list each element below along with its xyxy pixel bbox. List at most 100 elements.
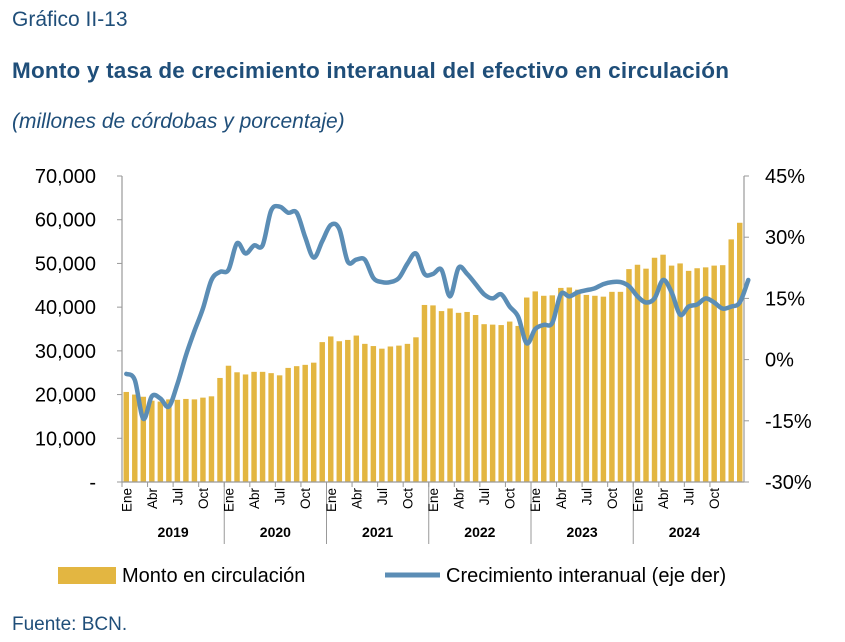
year-label: 2021 <box>362 524 393 540</box>
month-tick-label: Oct <box>503 488 518 509</box>
bar-51 <box>558 287 564 482</box>
bar-30 <box>379 348 385 482</box>
bar-16 <box>259 371 266 482</box>
bar-13 <box>234 372 240 482</box>
bar-25 <box>336 341 342 482</box>
labels-layer: 70,000 60,000 50,000 40,000 30,000 20,000 10,0… <box>35 166 812 540</box>
bar-29 <box>370 346 377 482</box>
month-tick-label: Jul <box>682 488 697 505</box>
bar-56 <box>600 296 607 482</box>
left-tick-label: 70,000 <box>35 166 96 188</box>
left-tick-label: - <box>89 472 96 494</box>
month-tick-label: Oct <box>298 488 313 509</box>
right-tick-label: 30% <box>765 227 805 249</box>
month-tick-label: Jul <box>477 488 492 505</box>
month-tick-label: Abr <box>656 488 671 510</box>
bar-54 <box>583 294 590 482</box>
bar-48 <box>532 291 538 482</box>
month-tick-label: Ene <box>630 488 645 512</box>
year-label: 2023 <box>567 524 598 540</box>
month-tick-label: Oct <box>707 488 722 509</box>
bar-66 <box>685 270 692 482</box>
bar-21 <box>302 364 308 482</box>
month-tick-label: Ene <box>119 488 134 512</box>
bar-37 <box>438 311 445 482</box>
bar-20 <box>293 366 300 482</box>
month-tick-label: Abr <box>349 488 364 510</box>
bar-22 <box>310 362 317 482</box>
bar-72 <box>737 222 743 482</box>
month-tick-label: Oct <box>196 488 211 509</box>
bar-7 <box>183 398 189 482</box>
bar-40 <box>464 311 470 482</box>
bar-38 <box>447 308 453 482</box>
legend-swatch-bars <box>58 567 116 584</box>
bar-4 <box>157 401 164 482</box>
bar-55 <box>592 295 598 482</box>
bar-27 <box>353 335 360 482</box>
bar-15 <box>251 371 257 482</box>
bar-50 <box>549 295 556 482</box>
bar-14 <box>242 374 249 482</box>
figure-label: Gráfico II-13 <box>12 8 128 31</box>
bar-19 <box>285 367 291 482</box>
month-tick-label: Abr <box>452 488 467 510</box>
month-tick-label: Abr <box>554 488 569 510</box>
year-label: 2020 <box>260 524 291 540</box>
chart-title: Monto y tasa de crecimiento interanual d… <box>12 58 730 83</box>
legend: Monto en circulación Crecimiento interan… <box>58 565 726 587</box>
bar-67 <box>694 268 700 482</box>
bar-17 <box>268 373 274 482</box>
bar-24 <box>328 336 334 482</box>
bar-41 <box>472 315 479 482</box>
right-tick-label: 0% <box>765 350 794 372</box>
bar-63 <box>660 254 666 482</box>
source-note: Fuente: BCN. <box>12 614 128 635</box>
chart-subtitle: (millones de córdobas y porcentaje) <box>12 110 345 133</box>
bar-42 <box>481 324 487 482</box>
month-tick-label: Jul <box>579 488 594 505</box>
month-tick-label: Ene <box>222 488 237 512</box>
right-tick-label: 45% <box>765 166 805 188</box>
left-tick-label: 50,000 <box>35 253 96 275</box>
bar-34 <box>413 337 419 482</box>
bar-31 <box>387 346 394 482</box>
bar-44 <box>498 325 504 482</box>
month-tick-label: Abr <box>247 488 262 510</box>
bar-68 <box>702 267 709 482</box>
right-tick-label: -15% <box>765 411 812 433</box>
bar-69 <box>711 265 717 482</box>
bar-33 <box>404 343 411 482</box>
right-tick-label: 15% <box>765 288 805 310</box>
bar-3 <box>149 400 155 482</box>
month-tick-label: Jul <box>273 488 288 505</box>
bar-0 <box>123 391 129 482</box>
month-tick-label: Ene <box>324 488 339 512</box>
month-tick-label: Jul <box>375 488 390 505</box>
bar-8 <box>191 399 198 482</box>
year-label: 2022 <box>464 524 495 540</box>
bar-35 <box>421 304 428 482</box>
bar-9 <box>200 397 206 482</box>
bars-layer <box>123 222 743 482</box>
month-tick-label: Oct <box>400 488 415 509</box>
legend-label-line: Crecimiento interanual (eje der) <box>446 565 726 587</box>
bar-52 <box>566 287 573 482</box>
bar-26 <box>345 339 351 482</box>
bar-39 <box>455 312 462 482</box>
left-tick-label: 10,000 <box>35 428 96 450</box>
year-label: 2019 <box>158 524 189 540</box>
bar-1 <box>132 394 138 482</box>
month-tick-label: Jul <box>170 488 185 505</box>
bar-43 <box>489 324 496 482</box>
year-label: 2024 <box>669 524 700 540</box>
bar-58 <box>617 291 624 482</box>
left-tick-label: 20,000 <box>35 385 96 407</box>
month-tick-label: Abr <box>145 488 160 510</box>
growth-line <box>124 203 751 422</box>
bar-45 <box>506 321 513 482</box>
line-layer <box>124 203 751 422</box>
left-tick-label: 30,000 <box>35 341 96 363</box>
left-tick-label: 60,000 <box>35 210 96 232</box>
